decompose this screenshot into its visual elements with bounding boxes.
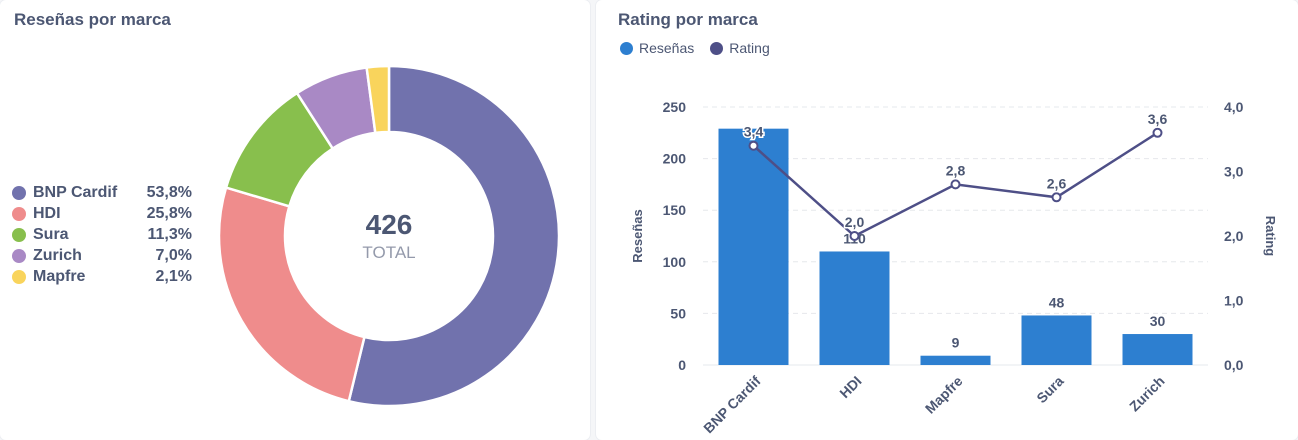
legend-label: Zurich <box>33 246 82 264</box>
legend-item-bnp-cardif[interactable]: BNP Cardif 53,8% <box>12 182 192 203</box>
rating-value-label: 2,8 <box>946 162 966 178</box>
legend-item-sura[interactable]: Sura 11,3% <box>12 224 192 245</box>
y-tick-label: 150 <box>663 202 687 218</box>
x-tick-label: Zurich <box>1126 373 1168 415</box>
rating-value-label: 2,0 <box>845 214 865 230</box>
rating-point-hdi[interactable] <box>849 231 860 241</box>
legend-dot <box>12 185 26 200</box>
bar-chart-legend: Reseñas Rating <box>620 40 786 56</box>
x-tick-label: BNP Cardif <box>700 373 764 437</box>
legend-label: Rating <box>729 40 770 56</box>
donut-slice-mapfre[interactable] <box>365 64 391 135</box>
bar-value-label: 48 <box>1049 294 1065 310</box>
legend-dot <box>620 41 633 55</box>
rating-value-label: 3,6 <box>1148 111 1168 127</box>
rating-point-zurich[interactable] <box>1152 127 1163 138</box>
y-axis-title: Reseñas <box>630 209 645 262</box>
y2-tick-label: 3,0 <box>1224 164 1244 180</box>
legend-label: HDI <box>33 204 61 222</box>
bar-card-title: Rating por marca <box>618 10 758 29</box>
legend-percent: 11,3% <box>147 225 192 243</box>
legend-dot <box>12 248 26 263</box>
y-tick-label: 250 <box>663 99 687 115</box>
bar-sura[interactable] <box>1021 315 1092 365</box>
bar-value-label: 9 <box>952 335 960 351</box>
donut-card-title: Reseñas por marca <box>14 10 171 29</box>
legend-percent: 7,0% <box>155 246 192 264</box>
rating-point-mapfre[interactable] <box>950 179 961 190</box>
donut-slice-bnp-cardif[interactable] <box>347 64 561 408</box>
donut-legend: BNP Cardif 53,8% HDI 25,8% Sura 11,3% Zurich 7,… <box>12 182 192 287</box>
donut-slice-hdi[interactable] <box>217 185 366 403</box>
bar-bnp-cardif[interactable] <box>718 128 789 365</box>
legend-dot <box>710 41 724 55</box>
legend-percent: 25,8% <box>146 204 192 222</box>
bar-card: Rating por marca Reseñas Rating 0 50 100 150… <box>596 0 1298 440</box>
legend-percent: 53,8% <box>146 183 192 201</box>
rating-point-bnp-cardif[interactable] <box>748 140 759 151</box>
y-tick-label: 0 <box>678 357 686 373</box>
y2-tick-label: 1,0 <box>1224 293 1244 309</box>
x-tick-label: HDI <box>836 373 864 401</box>
y2-tick-label: 2,0 <box>1224 228 1244 244</box>
bar-hdi[interactable] <box>819 251 890 365</box>
legend-item-zurich[interactable]: Zurich 7,0% <box>12 245 192 266</box>
legend-item-rese-as[interactable]: Reseñas <box>620 40 694 56</box>
donut-chart: 426 TOTAL <box>217 64 561 408</box>
rating-point-sura[interactable] <box>1051 192 1062 203</box>
x-tick-label: Mapfre <box>922 373 966 417</box>
bar-zurich[interactable] <box>1122 334 1193 365</box>
rating-value-label: 2,6 <box>1047 175 1067 191</box>
bar-mapfre[interactable] <box>920 355 991 365</box>
y-tick-label: 50 <box>670 305 686 321</box>
y2-tick-label: 4,0 <box>1224 99 1244 115</box>
legend-label: BNP Cardif <box>33 183 118 201</box>
donut-total-value: 426 <box>366 209 413 240</box>
bar-line-chart: 0 50 100 150 200 250 0,0 1,0 2,0 3,0 4,0 Reseñas Rat… <box>630 99 1278 437</box>
x-tick-label: Sura <box>1033 373 1066 406</box>
legend-percent: 2,1% <box>155 267 192 285</box>
legend-item-rating[interactable]: Rating <box>710 40 770 56</box>
legend-label: Mapfre <box>33 267 86 285</box>
y2-axis-title: Rating <box>1263 216 1278 257</box>
legend-label: Reseñas <box>639 40 695 56</box>
y-tick-label: 200 <box>663 151 687 167</box>
rating-value-label: 3,4 <box>744 124 764 140</box>
legend-label: Sura <box>33 225 69 243</box>
legend-item-mapfre[interactable]: Mapfre 2,1% <box>12 266 192 287</box>
bar-value-label: 30 <box>1150 313 1166 329</box>
legend-dot <box>12 227 26 242</box>
donut-total-label: TOTAL <box>362 243 415 262</box>
y-tick-label: 100 <box>663 254 687 270</box>
legend-dot <box>12 206 26 221</box>
y2-tick-label: 0,0 <box>1224 357 1244 373</box>
legend-item-hdi[interactable]: HDI 25,8% <box>12 203 192 224</box>
donut-card: Reseñas por marca BNP Cardif 53,8% HDI 25,8… <box>0 0 590 440</box>
legend-dot <box>12 269 26 284</box>
